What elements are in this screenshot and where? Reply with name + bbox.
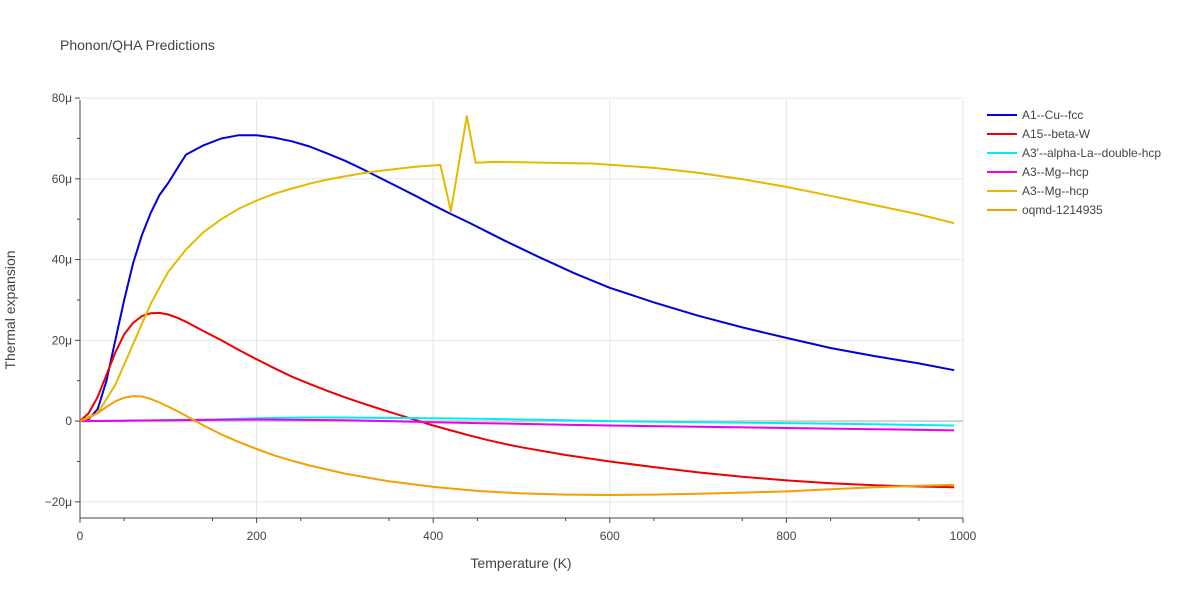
series-line-6[interactable] <box>79 395 955 496</box>
legend-label[interactable]: A15--beta-W <box>1022 127 1091 141</box>
series-line-4[interactable] <box>79 418 955 432</box>
x-tick-label: 200 <box>247 529 267 543</box>
legend: A1--Cu--fcc A15--beta-W A3'--alpha-La--dou… <box>987 108 1161 217</box>
series-line-1[interactable] <box>79 134 955 423</box>
legend-label[interactable]: A3'--alpha-La--double-hcp <box>1022 146 1161 160</box>
y-tick-label: 40μ <box>52 253 72 267</box>
x-axis-title: Temperature (K) <box>470 555 571 571</box>
chart-title: Phonon/QHA Predictions <box>60 37 215 53</box>
x-tick-label: 1000 <box>950 529 977 543</box>
series-line-5[interactable] <box>79 115 955 423</box>
axis-layer: 0 200 400 600 800 1000 −20μ 0 20μ 40μ 60μ 80μ <box>45 91 977 543</box>
y-tick-label: 60μ <box>52 172 72 186</box>
y-tick-label: 80μ <box>52 91 72 105</box>
series-line-2[interactable] <box>79 311 955 489</box>
y-tick-label: −20μ <box>45 495 72 509</box>
grid-layer <box>80 97 964 518</box>
x-tick-label: 400 <box>423 529 443 543</box>
legend-label[interactable]: A3--Mg--hcp <box>1022 165 1089 179</box>
legend-label[interactable]: A3--Mg--hcp <box>1022 184 1089 198</box>
y-tick-label: 20μ <box>52 333 72 347</box>
x-tick-label: 800 <box>776 529 796 543</box>
y-axis-title: Thermal expansion <box>2 250 18 369</box>
x-tick-label: 0 <box>77 529 84 543</box>
y-tick-label: 0 <box>65 414 72 428</box>
x-tick-label: 600 <box>600 529 620 543</box>
legend-label[interactable]: A1--Cu--fcc <box>1022 108 1083 122</box>
legend-label[interactable]: oqmd-1214935 <box>1022 203 1103 217</box>
series-layer <box>79 115 955 496</box>
